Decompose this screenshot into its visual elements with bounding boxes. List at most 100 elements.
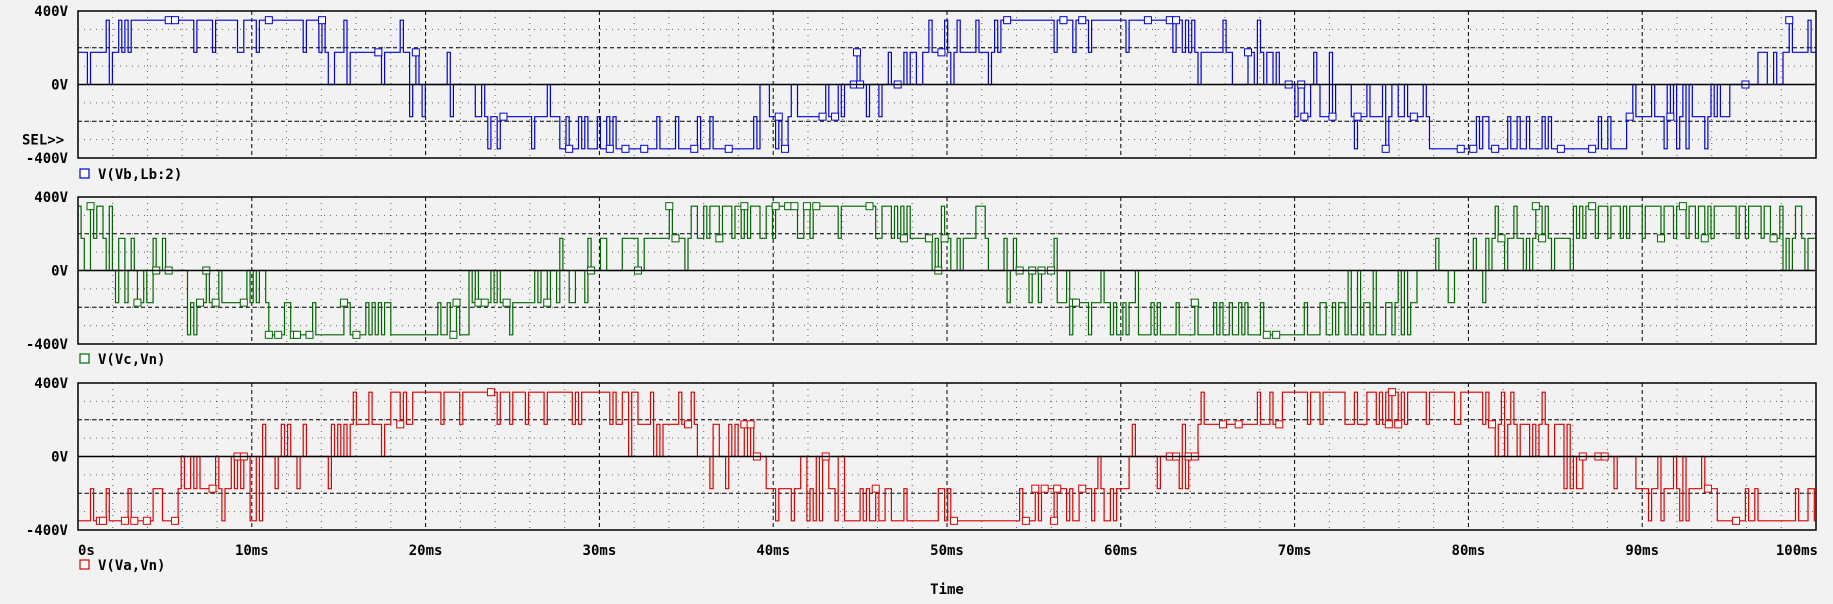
trace-marker — [724, 144, 733, 153]
y-tick-label: -400V — [26, 523, 69, 539]
trace-marker — [1469, 144, 1478, 153]
trace-marker — [1328, 112, 1337, 121]
trace-marker — [715, 234, 724, 243]
plot-panel-va[interactable]: 400V 0V -400V V(Va,Vn) — [26, 376, 1817, 574]
trace-marker — [865, 202, 874, 211]
trace-marker — [1497, 234, 1506, 243]
trace-marker — [499, 112, 508, 121]
trace-marker — [1021, 516, 1030, 525]
trace-marker — [802, 202, 811, 211]
trace-marker — [170, 16, 179, 25]
trace-marker — [1381, 144, 1390, 153]
trace-marker — [480, 298, 489, 307]
trace-marker — [99, 516, 108, 525]
plot-panel-vc[interactable]: 400V 0V -400V V(Vc,Vn) — [26, 190, 1817, 368]
trace-marker — [339, 298, 348, 307]
selection-marker: SEL>> — [22, 133, 64, 149]
trace-marker — [684, 420, 693, 429]
trace-marker — [1488, 420, 1497, 429]
plot-frame — [77, 10, 1817, 159]
trace-marker — [1732, 516, 1741, 525]
trace-marker — [208, 484, 217, 493]
x-tick-label: 0s — [78, 543, 95, 559]
trace-marker — [1456, 144, 1465, 153]
y-tick-label: 400V — [34, 4, 68, 20]
trace-marker — [899, 234, 908, 243]
trace-marker — [940, 234, 949, 243]
trace-marker — [774, 112, 783, 121]
trace-marker — [1078, 16, 1087, 25]
trace-marker — [1384, 420, 1393, 429]
trace-marker — [605, 144, 614, 153]
trace-marker — [871, 484, 880, 493]
x-tick-label: 100ms — [1776, 543, 1818, 559]
trace-marker — [374, 48, 383, 57]
trace-marker — [452, 298, 461, 307]
trace-marker — [396, 420, 405, 429]
legend-swatch — [79, 559, 90, 570]
waveform-trace — [78, 19, 1816, 150]
x-tick-label: 60ms — [1104, 543, 1138, 559]
legend-swatch — [79, 353, 90, 364]
trace-marker — [196, 298, 205, 307]
trace-marker — [1785, 16, 1794, 25]
trace-marker — [565, 144, 574, 153]
y-tick-label: -400V — [26, 151, 69, 167]
x-tick-label: 10ms — [235, 543, 269, 559]
y-tick-label: 0V — [51, 450, 68, 466]
trace-marker — [543, 298, 552, 307]
trace-marker — [1656, 234, 1665, 243]
trace-marker — [1409, 112, 1418, 121]
trace-marker — [924, 234, 933, 243]
trace-marker — [1050, 516, 1059, 525]
trace-marker — [746, 420, 755, 429]
plot-frame — [77, 382, 1817, 531]
trace-marker — [502, 298, 511, 307]
trace-marker — [120, 516, 129, 525]
trace-marker — [142, 516, 151, 525]
trace-marker — [665, 202, 674, 211]
legend-label: V(Vc,Vn) — [98, 352, 165, 368]
x-axis-label: Time — [930, 582, 964, 598]
trace-marker — [771, 202, 780, 211]
y-tick-label: 400V — [34, 376, 68, 392]
trace-marker — [1053, 484, 1062, 493]
x-tick-label: 70ms — [1278, 543, 1312, 559]
trace-marker — [949, 516, 958, 525]
trace-marker — [1588, 202, 1597, 211]
trace-marker — [1078, 484, 1087, 493]
y-tick-label: -400V — [26, 337, 69, 353]
trace-marker — [1040, 484, 1049, 493]
trace-marker — [1394, 420, 1403, 429]
trace-marker — [86, 202, 95, 211]
trace-marker — [1531, 202, 1540, 211]
trace-marker — [1234, 420, 1243, 429]
trace-marker — [1300, 112, 1309, 121]
trace-marker — [1218, 420, 1227, 429]
y-tick-label: 400V — [34, 190, 68, 206]
trace-marker — [305, 330, 314, 339]
trace-marker — [1625, 112, 1634, 121]
x-tick-label: 30ms — [583, 543, 617, 559]
trace-marker — [1678, 202, 1687, 211]
trace-marker — [1143, 16, 1152, 25]
y-tick-label: 0V — [51, 78, 68, 94]
trace-marker — [1703, 484, 1712, 493]
legend-swatch — [79, 168, 90, 179]
trace-marker — [130, 516, 139, 525]
trace-marker — [671, 234, 680, 243]
x-tick-label: 20ms — [409, 543, 443, 559]
trace-marker — [690, 144, 699, 153]
trace-marker — [1190, 298, 1199, 307]
trace-marker — [352, 330, 361, 339]
trace-marker — [1556, 144, 1565, 153]
trace-marker — [274, 330, 283, 339]
trace-marker — [790, 202, 799, 211]
trace-marker — [411, 48, 420, 57]
trace-marker — [831, 112, 840, 121]
trace-marker — [264, 16, 273, 25]
trace-marker — [239, 298, 248, 307]
trace-marker — [852, 48, 861, 57]
plot-panel-vb[interactable]: 400V 0V -400V SEL>> V(Vb,Lb:2) — [22, 4, 1817, 183]
trace-marker — [1031, 484, 1040, 493]
